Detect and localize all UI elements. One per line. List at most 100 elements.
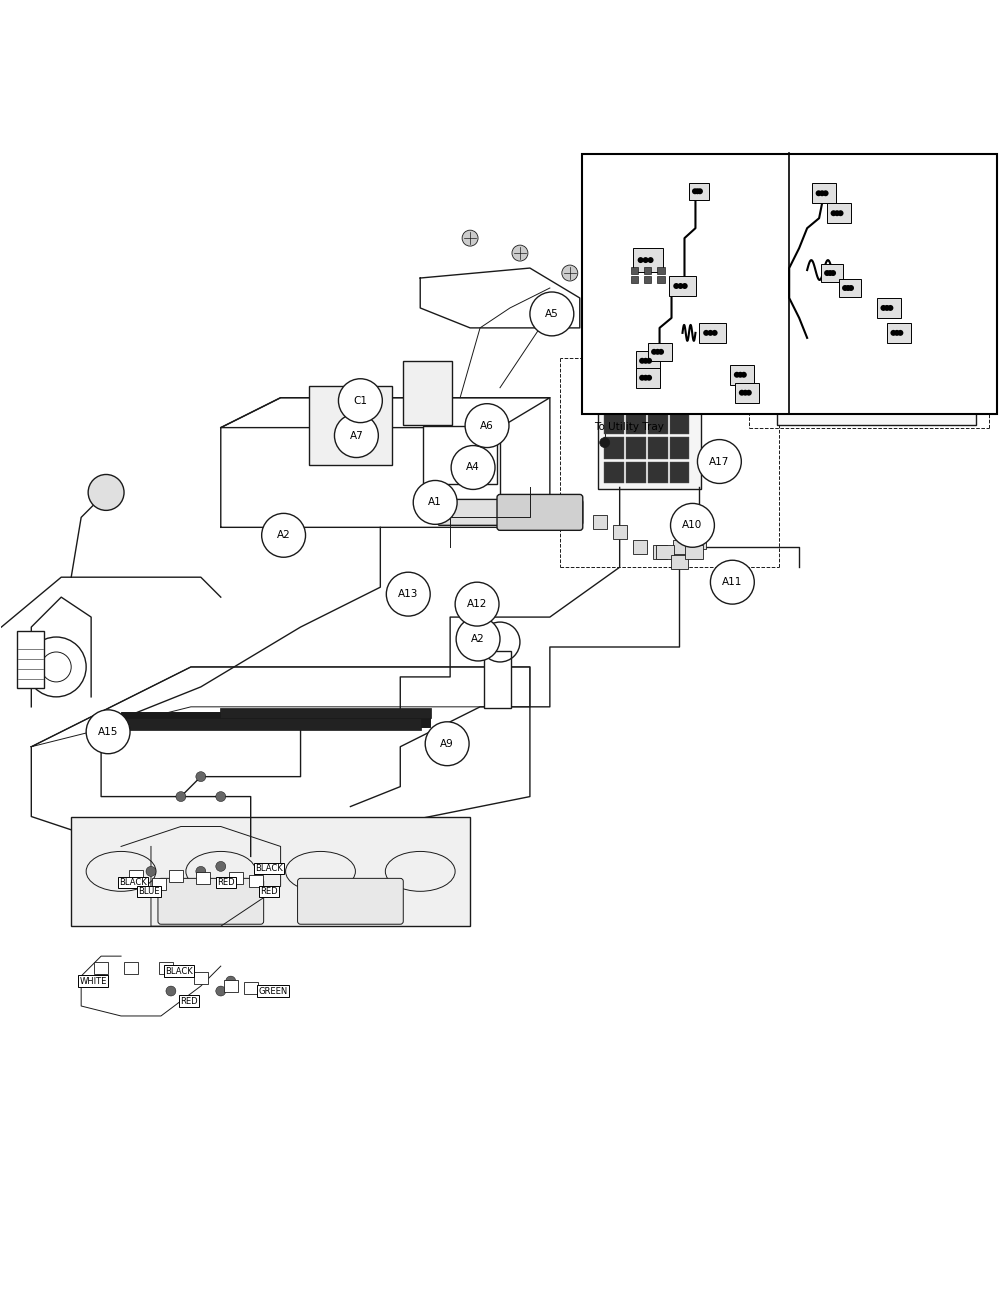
FancyBboxPatch shape xyxy=(582,154,997,414)
FancyBboxPatch shape xyxy=(613,525,627,540)
Circle shape xyxy=(781,193,821,233)
Text: RED: RED xyxy=(180,996,198,1005)
Circle shape xyxy=(216,986,226,996)
FancyBboxPatch shape xyxy=(689,182,709,199)
FancyBboxPatch shape xyxy=(626,436,646,458)
Circle shape xyxy=(705,370,745,410)
Circle shape xyxy=(823,190,829,197)
FancyBboxPatch shape xyxy=(604,436,624,458)
FancyBboxPatch shape xyxy=(887,324,911,343)
Circle shape xyxy=(822,340,836,355)
FancyBboxPatch shape xyxy=(194,972,208,983)
FancyBboxPatch shape xyxy=(636,351,660,371)
Circle shape xyxy=(216,862,226,871)
FancyBboxPatch shape xyxy=(120,718,421,730)
Circle shape xyxy=(845,285,851,291)
Circle shape xyxy=(643,258,649,263)
FancyBboxPatch shape xyxy=(812,184,836,203)
Circle shape xyxy=(530,292,574,336)
Text: A10: A10 xyxy=(664,180,683,190)
Circle shape xyxy=(848,285,854,291)
FancyBboxPatch shape xyxy=(735,383,759,402)
Text: A11: A11 xyxy=(722,577,743,587)
Circle shape xyxy=(638,258,644,263)
FancyBboxPatch shape xyxy=(220,708,431,718)
Circle shape xyxy=(712,330,718,336)
FancyBboxPatch shape xyxy=(169,871,183,883)
Circle shape xyxy=(451,445,495,489)
Text: A9: A9 xyxy=(605,365,618,375)
Text: A8: A8 xyxy=(730,348,744,358)
FancyBboxPatch shape xyxy=(877,298,901,318)
Circle shape xyxy=(880,305,886,311)
Circle shape xyxy=(834,210,840,216)
Polygon shape xyxy=(71,817,470,927)
Circle shape xyxy=(741,371,747,378)
Polygon shape xyxy=(221,717,430,727)
FancyBboxPatch shape xyxy=(669,276,696,296)
Circle shape xyxy=(852,311,866,325)
Text: Inhibit 1: Inhibit 1 xyxy=(844,316,878,325)
FancyBboxPatch shape xyxy=(17,631,44,688)
Circle shape xyxy=(912,311,926,325)
Circle shape xyxy=(884,305,890,311)
Circle shape xyxy=(865,324,905,362)
Circle shape xyxy=(196,771,206,782)
Circle shape xyxy=(822,311,836,325)
Text: A2: A2 xyxy=(471,634,485,644)
Circle shape xyxy=(592,349,632,389)
FancyBboxPatch shape xyxy=(631,276,638,283)
Circle shape xyxy=(824,270,830,276)
Circle shape xyxy=(639,358,645,364)
FancyBboxPatch shape xyxy=(124,963,138,974)
Text: BLACK: BLACK xyxy=(255,864,283,873)
Circle shape xyxy=(642,245,658,261)
FancyBboxPatch shape xyxy=(152,879,166,890)
Circle shape xyxy=(831,210,837,216)
Text: BLACK: BLACK xyxy=(119,877,147,886)
Text: A5: A5 xyxy=(545,309,559,318)
FancyBboxPatch shape xyxy=(633,248,663,272)
FancyBboxPatch shape xyxy=(692,536,706,549)
FancyBboxPatch shape xyxy=(648,436,668,458)
FancyBboxPatch shape xyxy=(484,651,511,708)
FancyBboxPatch shape xyxy=(657,276,665,283)
Text: A13: A13 xyxy=(398,589,418,599)
Text: A4: A4 xyxy=(466,462,480,472)
Circle shape xyxy=(643,358,649,364)
FancyBboxPatch shape xyxy=(626,411,646,433)
Circle shape xyxy=(654,166,693,206)
Circle shape xyxy=(894,330,900,336)
Circle shape xyxy=(897,330,903,336)
Circle shape xyxy=(710,560,754,604)
Circle shape xyxy=(196,867,206,876)
Circle shape xyxy=(882,311,896,325)
Text: A1: A1 xyxy=(428,497,442,507)
Circle shape xyxy=(216,792,226,801)
Circle shape xyxy=(887,305,893,311)
FancyBboxPatch shape xyxy=(158,879,264,924)
FancyBboxPatch shape xyxy=(497,494,583,531)
FancyBboxPatch shape xyxy=(196,872,210,884)
Circle shape xyxy=(462,230,478,246)
FancyBboxPatch shape xyxy=(653,545,667,559)
Circle shape xyxy=(86,710,130,753)
Circle shape xyxy=(612,280,628,296)
FancyBboxPatch shape xyxy=(670,436,689,458)
FancyBboxPatch shape xyxy=(827,203,851,223)
Circle shape xyxy=(413,480,457,524)
Circle shape xyxy=(822,267,862,305)
Circle shape xyxy=(697,189,703,194)
FancyBboxPatch shape xyxy=(403,361,452,424)
FancyBboxPatch shape xyxy=(644,267,651,274)
Circle shape xyxy=(639,375,645,380)
Text: A6: A6 xyxy=(480,421,494,431)
Circle shape xyxy=(562,265,578,281)
Circle shape xyxy=(600,256,644,300)
Text: BLACK: BLACK xyxy=(165,967,193,976)
Circle shape xyxy=(703,330,709,336)
Text: A15: A15 xyxy=(98,727,118,736)
FancyBboxPatch shape xyxy=(685,545,703,559)
FancyBboxPatch shape xyxy=(839,280,861,298)
FancyBboxPatch shape xyxy=(670,462,689,484)
